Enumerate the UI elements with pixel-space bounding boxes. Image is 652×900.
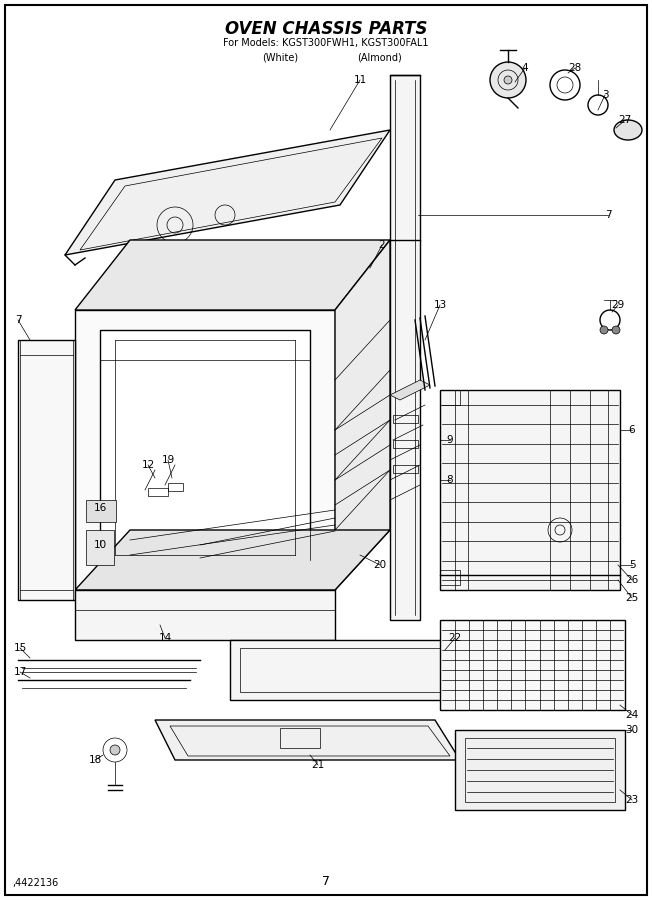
Circle shape (504, 76, 512, 84)
Polygon shape (65, 130, 390, 255)
Polygon shape (390, 75, 420, 620)
Text: 2: 2 (379, 240, 385, 250)
Bar (148, 488, 168, 496)
Polygon shape (75, 240, 390, 310)
Text: 14: 14 (158, 633, 171, 643)
Text: 5: 5 (629, 560, 635, 570)
Text: 16: 16 (93, 503, 107, 513)
Text: 17: 17 (14, 667, 27, 677)
Bar (86, 500, 116, 522)
Text: (White): (White) (262, 52, 298, 62)
Polygon shape (100, 330, 310, 560)
Polygon shape (455, 730, 625, 810)
Bar (168, 483, 183, 491)
Text: 28: 28 (569, 63, 582, 73)
Text: 11: 11 (353, 75, 366, 85)
Text: 8: 8 (447, 475, 453, 485)
Circle shape (110, 745, 120, 755)
Polygon shape (75, 310, 335, 590)
Text: 9: 9 (447, 435, 453, 445)
Bar (393, 415, 418, 423)
Circle shape (490, 62, 526, 98)
Polygon shape (18, 340, 75, 600)
Text: 7: 7 (322, 875, 330, 888)
Bar (393, 440, 418, 448)
Text: For Models: KGST300FWH1, KGST300FAL1: For Models: KGST300FWH1, KGST300FAL1 (223, 38, 429, 48)
Bar (440, 570, 460, 585)
Text: 7: 7 (604, 210, 612, 220)
Text: 21: 21 (312, 760, 325, 770)
Text: 25: 25 (625, 593, 638, 603)
Ellipse shape (614, 120, 642, 140)
Polygon shape (75, 530, 390, 590)
Text: 20: 20 (374, 560, 387, 570)
Text: 7: 7 (15, 315, 22, 325)
Text: ,4422136: ,4422136 (12, 878, 58, 888)
Text: 29: 29 (612, 300, 625, 310)
Text: 19: 19 (162, 455, 175, 465)
Polygon shape (75, 590, 335, 640)
Polygon shape (390, 380, 430, 400)
Polygon shape (440, 390, 620, 590)
Text: OVEN CHASSIS PARTS: OVEN CHASSIS PARTS (225, 20, 427, 38)
Circle shape (612, 326, 620, 334)
Polygon shape (440, 620, 625, 710)
Text: 22: 22 (449, 633, 462, 643)
Text: 30: 30 (625, 725, 638, 735)
Text: 10: 10 (93, 540, 106, 550)
Bar (440, 390, 460, 405)
Text: 6: 6 (629, 425, 635, 435)
Circle shape (600, 326, 608, 334)
Text: (Almond): (Almond) (358, 52, 402, 62)
Text: 23: 23 (625, 795, 638, 805)
Text: 4: 4 (522, 63, 528, 73)
Bar (86, 530, 114, 565)
Text: 18: 18 (89, 755, 102, 765)
Polygon shape (335, 240, 390, 590)
Bar (393, 465, 418, 473)
Text: 12: 12 (141, 460, 155, 470)
Text: 26: 26 (625, 575, 638, 585)
Text: 3: 3 (602, 90, 608, 100)
Text: 15: 15 (14, 643, 27, 653)
Bar (280, 728, 320, 748)
Text: 27: 27 (618, 115, 632, 125)
Polygon shape (230, 640, 480, 700)
Text: 13: 13 (434, 300, 447, 310)
Text: 24: 24 (625, 710, 638, 720)
Polygon shape (155, 720, 460, 760)
